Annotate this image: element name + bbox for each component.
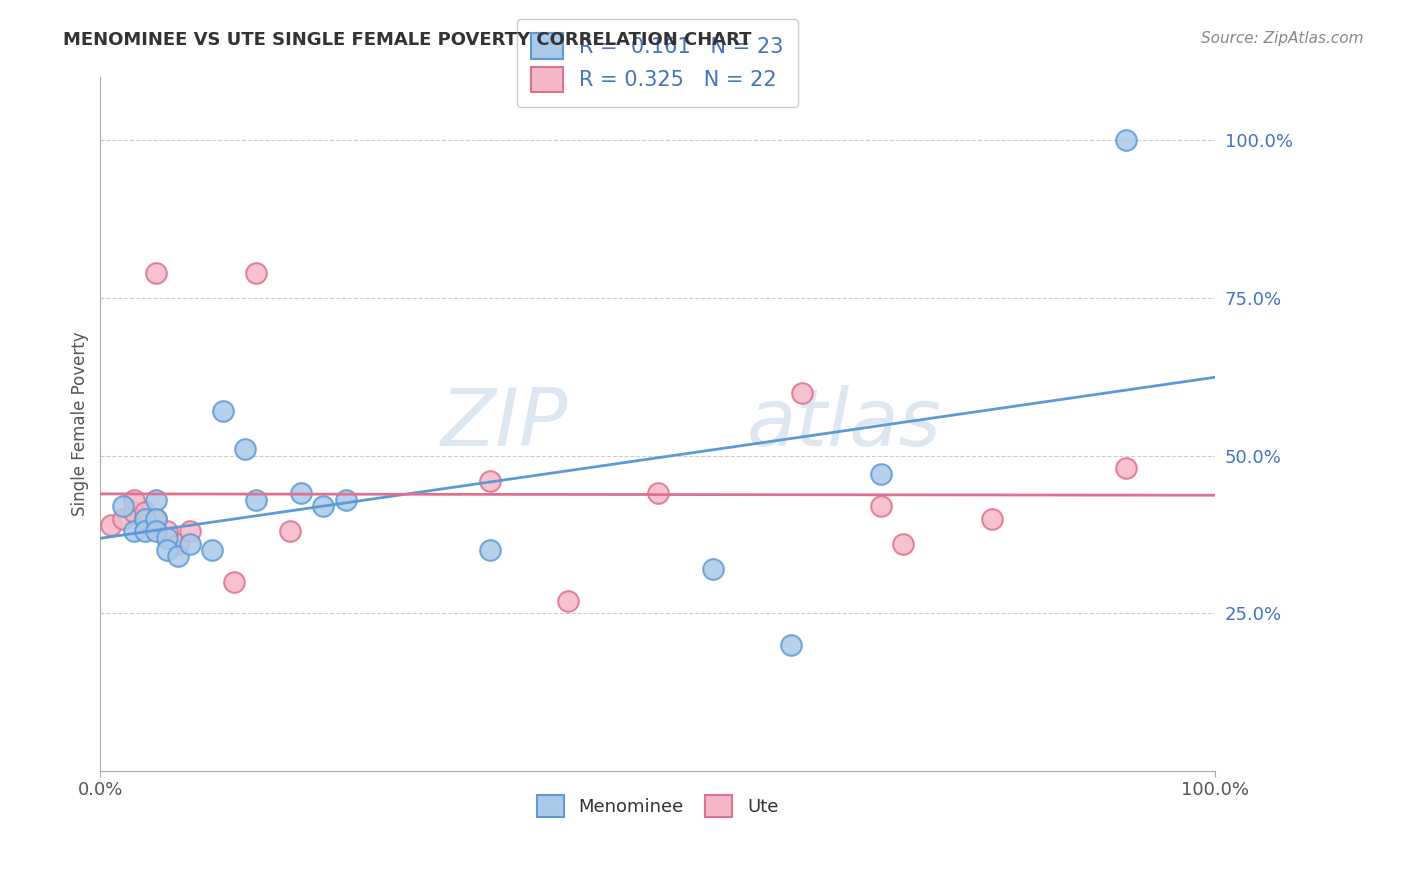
Point — [145, 511, 167, 525]
Y-axis label: Single Female Poverty: Single Female Poverty — [72, 332, 89, 516]
Point — [179, 524, 201, 539]
Point — [156, 543, 179, 558]
Legend: Menominee, Ute: Menominee, Ute — [530, 788, 786, 824]
Point — [111, 511, 134, 525]
Point — [245, 492, 267, 507]
Point — [1115, 461, 1137, 475]
Point — [1115, 133, 1137, 147]
Point — [702, 562, 724, 576]
Text: Source: ZipAtlas.com: Source: ZipAtlas.com — [1201, 31, 1364, 46]
Point — [647, 486, 669, 500]
Point — [233, 442, 256, 457]
Point — [222, 574, 245, 589]
Point — [278, 524, 301, 539]
Point — [122, 492, 145, 507]
Point — [869, 499, 891, 513]
Point — [111, 499, 134, 513]
Point — [145, 524, 167, 539]
Point — [201, 543, 224, 558]
Point — [100, 517, 122, 532]
Point — [145, 266, 167, 280]
Point — [245, 266, 267, 280]
Point — [335, 492, 357, 507]
Point — [122, 505, 145, 519]
Point — [167, 537, 190, 551]
Point — [780, 638, 803, 652]
Point — [156, 531, 179, 545]
Point — [134, 511, 156, 525]
Text: atlas: atlas — [747, 385, 942, 463]
Point — [981, 511, 1004, 525]
Text: MENOMINEE VS UTE SINGLE FEMALE POVERTY CORRELATION CHART: MENOMINEE VS UTE SINGLE FEMALE POVERTY C… — [63, 31, 752, 49]
Point — [792, 385, 814, 400]
Text: ZIP: ZIP — [441, 385, 568, 463]
Point — [290, 486, 312, 500]
Point — [312, 499, 335, 513]
Point — [891, 537, 914, 551]
Point — [122, 524, 145, 539]
Point — [134, 511, 156, 525]
Point — [557, 593, 579, 607]
Point — [167, 549, 190, 564]
Point — [145, 492, 167, 507]
Point — [869, 467, 891, 482]
Point — [145, 511, 167, 525]
Point — [212, 404, 235, 418]
Point — [156, 524, 179, 539]
Point — [179, 537, 201, 551]
Point — [479, 543, 502, 558]
Point — [134, 524, 156, 539]
Point — [479, 474, 502, 488]
Point — [134, 505, 156, 519]
